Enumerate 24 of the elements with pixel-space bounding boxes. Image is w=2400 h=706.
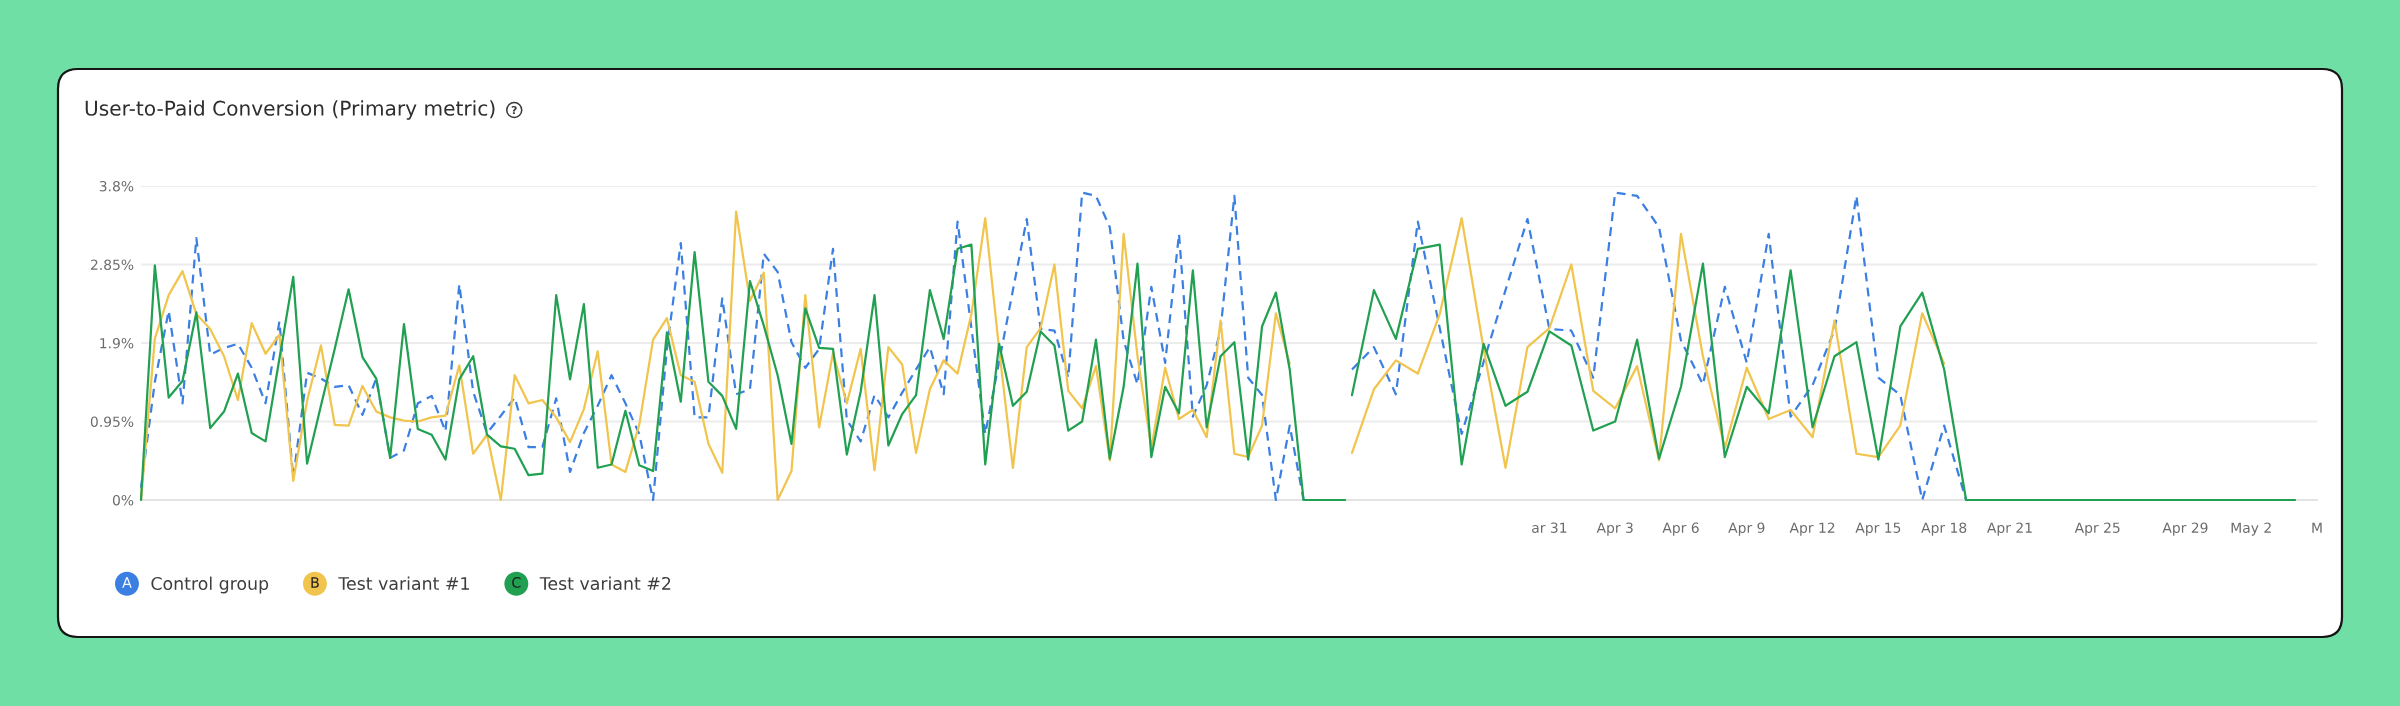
x-tick-label: Apr 9 <box>1728 522 1765 536</box>
text: C <box>512 577 521 588</box>
x-tick-label: ar 31 <box>1532 522 1567 533</box>
legend-label: Test variant #2 <box>539 576 671 591</box>
x-tick-label: Apr 15 <box>1855 522 1901 536</box>
y-tick-label: 0.95% <box>90 416 134 427</box>
x-tick-label: May 2 <box>2231 522 2271 536</box>
text: A <box>122 577 132 588</box>
x-tick-label: Apr 21 <box>1987 522 2032 536</box>
x-tick-label: M <box>2312 522 2322 533</box>
legend-label: Test variant #1 <box>338 576 469 591</box>
x-tick-label: Apr 18 <box>1921 522 1967 536</box>
x-tick-label: Apr 3 <box>1596 522 1633 536</box>
text: B <box>311 577 319 588</box>
x-tick-label: Apr 12 <box>1789 522 1835 536</box>
chart-title: User-to-Paid Conversion (Primary metric) <box>85 100 495 120</box>
y-tick-label: 0% <box>112 494 134 506</box>
y-tick-label: 3.8% <box>99 180 134 192</box>
y-tick-label: 2.85% <box>90 259 134 270</box>
x-tick-label: Apr 25 <box>2074 522 2120 536</box>
y-tick-label: 1.9% <box>100 337 134 349</box>
x-tick-label: Apr 29 <box>2162 522 2208 536</box>
x-tick-label: Apr 6 <box>1662 522 1699 536</box>
legend-label: Control group <box>151 576 269 594</box>
